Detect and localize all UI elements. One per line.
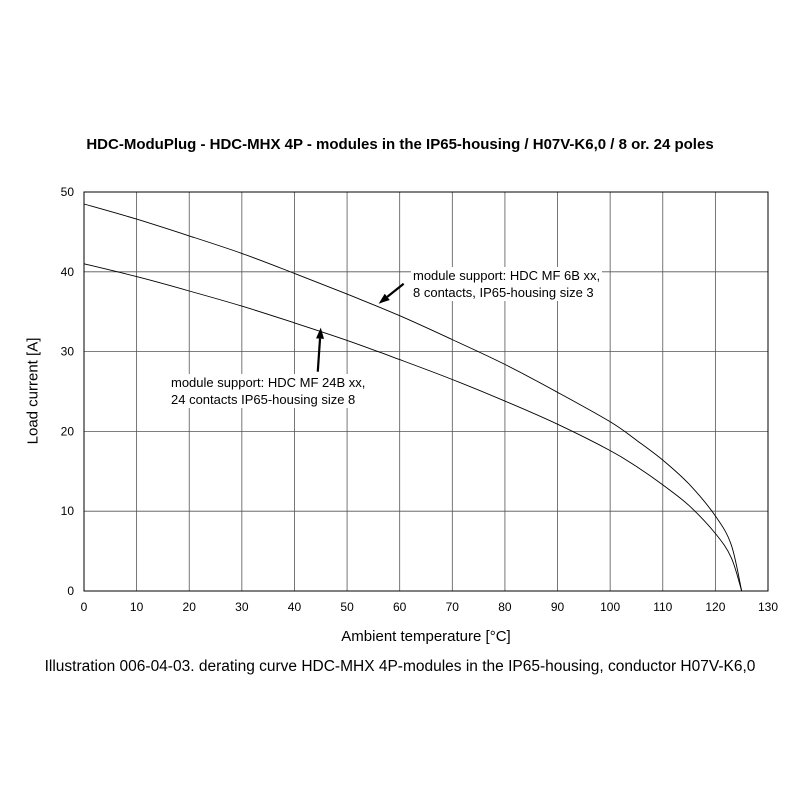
x-tick-120: 120 bbox=[705, 600, 725, 614]
arrow-upper-shaft bbox=[386, 282, 405, 298]
y-tick-10: 10 bbox=[61, 504, 75, 518]
x-tick-90: 90 bbox=[551, 600, 565, 614]
series-line-1 bbox=[83, 203, 743, 592]
arrow-lower-shaft bbox=[316, 338, 322, 372]
x-tick-70: 70 bbox=[446, 600, 460, 614]
x-tick-80: 80 bbox=[498, 600, 512, 614]
x-tick-20: 20 bbox=[183, 600, 197, 614]
annotation-arrows bbox=[316, 282, 405, 372]
x-tick-50: 50 bbox=[340, 600, 354, 614]
x-tick-60: 60 bbox=[393, 600, 407, 614]
annotation-lower-line-2: 24 contacts IP65-housing size 8 bbox=[171, 392, 356, 407]
series-line-2 bbox=[83, 263, 743, 592]
x-tick-100: 100 bbox=[600, 600, 620, 614]
y-axis-label: Load current [A] bbox=[24, 337, 42, 445]
arrow-upper-head bbox=[378, 293, 390, 304]
annotation-upper-line-1: module support: HDC MF 6B xx, bbox=[413, 268, 601, 283]
x-tick-130: 130 bbox=[758, 600, 778, 614]
x-tick-110: 110 bbox=[653, 600, 672, 614]
annotation-lower: module support: HDC MF 24B xx, 24 contac… bbox=[169, 374, 368, 408]
x-axis-label: Ambient temperature [°C] bbox=[341, 628, 511, 645]
x-tick-10: 10 bbox=[130, 600, 144, 614]
arrow-lower-head bbox=[316, 327, 325, 339]
y-tick-40: 40 bbox=[61, 265, 75, 279]
annotation-upper-line-2: 8 contacts, IP65-housing size 3 bbox=[413, 285, 594, 300]
x-tick-40: 40 bbox=[288, 600, 302, 614]
x-tick-0: 0 bbox=[81, 600, 88, 614]
y-tick-20: 20 bbox=[61, 424, 75, 438]
annotation-upper: module support: HDC MF 6B xx, 8 contacts… bbox=[411, 267, 603, 301]
y-tick-30: 30 bbox=[61, 345, 75, 359]
tick-labels: 0 10 20 30 40 50 60 70 80 90 100 110 120 130 0 10 20 30 40… bbox=[61, 185, 779, 614]
plot-frame bbox=[83, 191, 769, 592]
series-lines bbox=[83, 203, 743, 592]
y-tick-50: 50 bbox=[61, 185, 75, 199]
x-tick-30: 30 bbox=[235, 600, 249, 614]
chart-title: HDC-ModuPlug - HDC-MHX 4P - modules in t… bbox=[86, 136, 714, 153]
figure-caption: Illustration 006-04-03. derating curve H… bbox=[44, 658, 756, 675]
y-tick-0: 0 bbox=[67, 584, 74, 598]
annotation-lower-line-1: module support: HDC MF 24B xx, bbox=[171, 375, 366, 390]
